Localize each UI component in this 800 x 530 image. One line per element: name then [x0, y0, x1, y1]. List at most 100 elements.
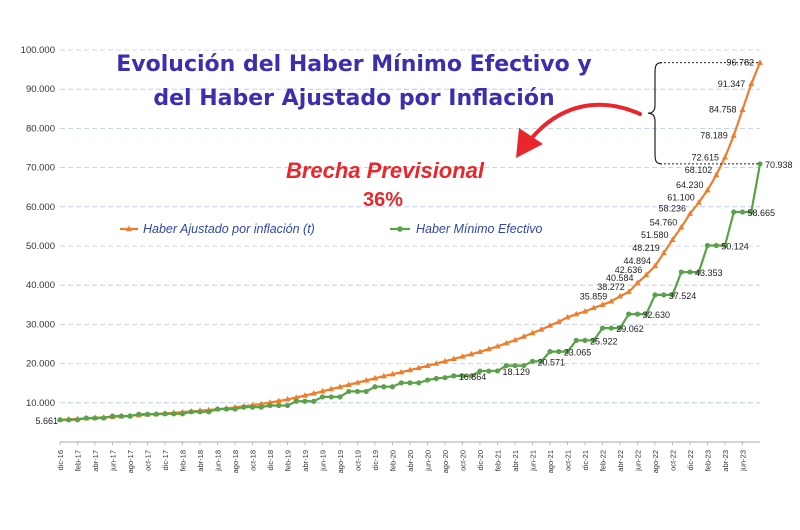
y-tick-label: 10.000	[26, 398, 55, 409]
data-point	[494, 368, 501, 374]
data-point	[267, 399, 273, 405]
data-point	[284, 395, 291, 402]
data-label: 37.524	[669, 291, 697, 301]
data-label: 29.062	[616, 324, 644, 334]
data-point	[83, 415, 89, 421]
data-label: 58.236	[658, 204, 686, 214]
data-point	[731, 209, 737, 215]
x-tick-label: feb-22	[599, 450, 608, 471]
x-tick-label: abr-23	[721, 450, 730, 472]
data-point	[275, 397, 282, 404]
data-point	[398, 380, 404, 386]
data-point	[214, 406, 221, 412]
data-point	[188, 409, 194, 415]
gridlines: 10.000 20.000 30.000 40.000 50.000 60.000 70.0…	[21, 45, 760, 443]
x-tick-label: jun-17	[109, 450, 118, 472]
data-point	[503, 362, 509, 369]
data-point	[415, 364, 422, 371]
legend-label-haber-ajustado: Haber Ajustado por inflación (t)	[143, 222, 315, 236]
data-point	[634, 311, 641, 317]
data-point	[232, 406, 238, 412]
data-point	[442, 357, 448, 364]
x-tick-label: jun-23	[739, 450, 748, 472]
data-label: 54.760	[650, 217, 678, 227]
x-tick-label: abr-19	[301, 450, 310, 472]
data-point	[748, 80, 755, 87]
y-tick-label: 80.000	[26, 123, 55, 134]
data-label: 91.347	[718, 79, 746, 89]
triangle-marker-icon	[126, 225, 132, 232]
series-line	[59, 62, 762, 421]
circle-marker-icon	[397, 226, 403, 232]
data-point	[748, 209, 754, 215]
x-tick-label: oct-18	[249, 450, 258, 471]
x-tick-label: feb-20	[389, 450, 398, 471]
data-point	[696, 269, 702, 275]
legend: Haber Ajustado por inflación (t) Haber Mí…	[120, 222, 542, 236]
x-tick-label: ago-20	[441, 450, 450, 473]
data-label: 44.894	[623, 256, 651, 266]
data-point	[337, 383, 343, 390]
data-point	[459, 373, 466, 379]
y-tick-label: 30.000	[26, 319, 55, 330]
data-point	[573, 310, 580, 317]
data-point	[704, 242, 711, 249]
data-point	[582, 308, 588, 314]
data-point	[713, 242, 719, 249]
x-tick-label: abr-22	[616, 450, 625, 472]
data-point	[669, 292, 676, 298]
data-point	[739, 106, 746, 112]
x-tick-label: oct-21	[564, 450, 573, 471]
y-tick-label: 90.000	[26, 84, 55, 95]
gap-value: 36%	[363, 189, 403, 211]
data-point	[757, 59, 763, 65]
data-point	[652, 262, 658, 269]
y-tick-label: 50.000	[26, 241, 55, 252]
x-tick-label: jun-22	[634, 450, 643, 472]
x-tick-label: ago-21	[546, 450, 555, 473]
data-label: 78.189	[700, 130, 728, 140]
data-label: 68.102	[685, 165, 713, 175]
data-point	[311, 398, 317, 404]
data-point	[328, 385, 335, 392]
data-label: 84.758	[709, 105, 737, 115]
data-label: 72.615	[691, 152, 719, 162]
data-point	[310, 390, 317, 396]
data-point	[363, 377, 370, 383]
data-point	[302, 392, 308, 398]
data-label: 35.859	[580, 291, 608, 301]
arrow-curve	[528, 102, 642, 142]
data-point	[372, 374, 378, 381]
data-point	[302, 398, 308, 404]
data-point	[599, 325, 606, 331]
data-point	[626, 311, 632, 317]
data-point	[643, 311, 649, 317]
chart-title-line2: del Haber Ajustado por Inflación	[153, 86, 554, 111]
data-label: 64.230	[676, 180, 704, 190]
data-point	[354, 379, 361, 385]
data-point	[197, 409, 203, 415]
x-tick-label: oct-20	[459, 450, 468, 471]
data-point	[363, 388, 369, 395]
data-point	[564, 348, 571, 355]
data-point	[258, 400, 265, 407]
data-point	[512, 336, 518, 343]
data-point	[547, 322, 553, 328]
data-point	[241, 404, 247, 410]
x-tick-label: oct-22	[669, 450, 678, 471]
data-point	[57, 417, 63, 423]
data-point	[144, 411, 151, 417]
data-point	[162, 411, 168, 417]
data-point	[407, 366, 413, 373]
x-tick-label: ago-18	[231, 450, 240, 473]
x-tick-label: jun-20	[424, 450, 433, 472]
data-point	[538, 358, 544, 364]
data-point	[739, 209, 746, 215]
x-tick-label: feb-18	[179, 450, 188, 471]
data-point	[503, 339, 510, 346]
data-label: 5.661	[35, 416, 58, 426]
data-point	[687, 269, 693, 275]
data-point	[661, 292, 667, 298]
data-point	[643, 271, 650, 278]
